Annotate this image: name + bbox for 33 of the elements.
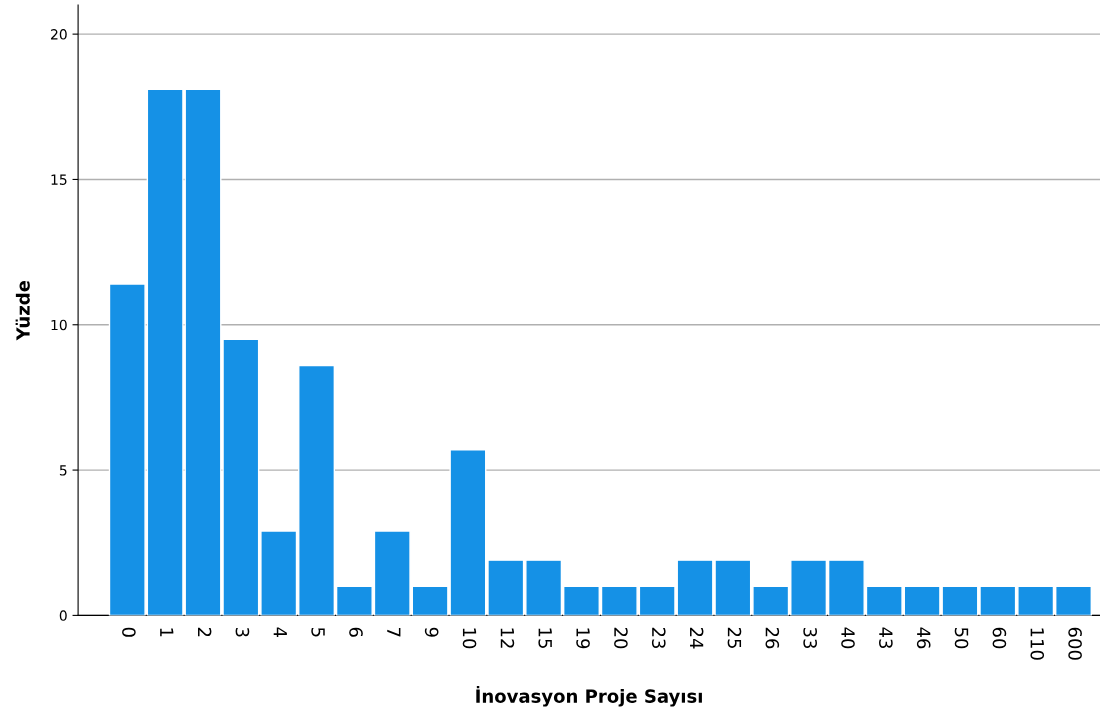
y-tick-label: 5: [59, 465, 67, 476]
x-tick-label: 9: [424, 627, 439, 637]
x-tick-label: 6: [349, 627, 363, 637]
x-tick-label: 26: [765, 627, 780, 649]
x-tick-label: 4: [273, 627, 287, 637]
x-tick-label: 2: [198, 627, 212, 637]
x-tick-label: 1: [160, 628, 174, 637]
y-axis-title: Yüzde: [15, 280, 30, 341]
x-tick-label: 23: [651, 627, 666, 649]
x-tick-label: 110: [1030, 628, 1045, 660]
x-tick-label: 40: [841, 627, 855, 649]
x-tick-label: 46: [916, 627, 931, 649]
y-tick-label: 20: [51, 29, 67, 40]
y-tick-label: 0: [59, 610, 67, 621]
y-tick-label: 15: [51, 174, 67, 185]
x-tick-label: 60: [992, 627, 1007, 649]
x-tick-label: 15: [538, 628, 552, 648]
x-tick-label: 12: [500, 628, 515, 648]
x-tick-label: 19: [576, 628, 590, 649]
x-tick-label: 10: [462, 628, 477, 649]
x-axis-title: İnovasyon Proje Sayısı: [476, 685, 702, 707]
x-tick-label: 43: [879, 627, 893, 649]
x-tick-label: 7: [387, 627, 401, 637]
x-tick-label: 24: [690, 627, 704, 649]
x-tick-label: 25: [727, 627, 742, 648]
x-tick-label: 3: [235, 627, 250, 637]
x-tick-label: 0: [122, 627, 136, 637]
x-tick-label: 5: [311, 627, 325, 637]
x-tick-label: 33: [803, 627, 817, 649]
x-tick-label: 50: [954, 627, 969, 649]
x-tick-label: 20: [614, 627, 628, 649]
x-tick-label: 600: [1068, 627, 1082, 660]
y-tick-label: 10: [51, 319, 67, 331]
